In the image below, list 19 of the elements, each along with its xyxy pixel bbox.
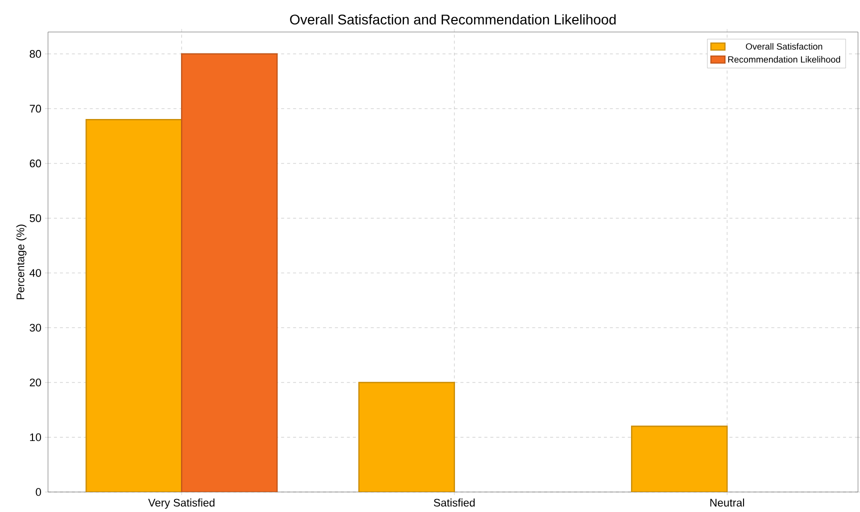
x-tick-label: Neutral bbox=[710, 498, 744, 507]
chart-title: Overall Satisfaction and Recommendation Likelihood bbox=[290, 14, 616, 25]
y-tick-label: 20 bbox=[30, 378, 42, 386]
y-tick-label: 40 bbox=[30, 269, 42, 277]
y-tick-label: 70 bbox=[30, 104, 42, 113]
bar bbox=[631, 426, 728, 492]
bar bbox=[358, 382, 455, 492]
y-tick-label: 80 bbox=[30, 50, 42, 58]
legend-label: Recommendation Likelihood bbox=[728, 56, 840, 63]
y-tick-label: 60 bbox=[30, 160, 42, 168]
y-tick-label: 10 bbox=[30, 433, 42, 442]
y-axis-title: Percentage (%) bbox=[16, 224, 26, 300]
x-tick-label: Satisfied bbox=[434, 498, 475, 507]
legend-label: Overall Satisfaction bbox=[746, 43, 822, 50]
bar bbox=[86, 119, 182, 492]
y-tick-label: 50 bbox=[30, 214, 42, 222]
y-tick-label: 0 bbox=[36, 488, 42, 496]
y-tick-label: 30 bbox=[30, 324, 42, 332]
x-tick-label: Very Satisfied bbox=[148, 498, 214, 509]
